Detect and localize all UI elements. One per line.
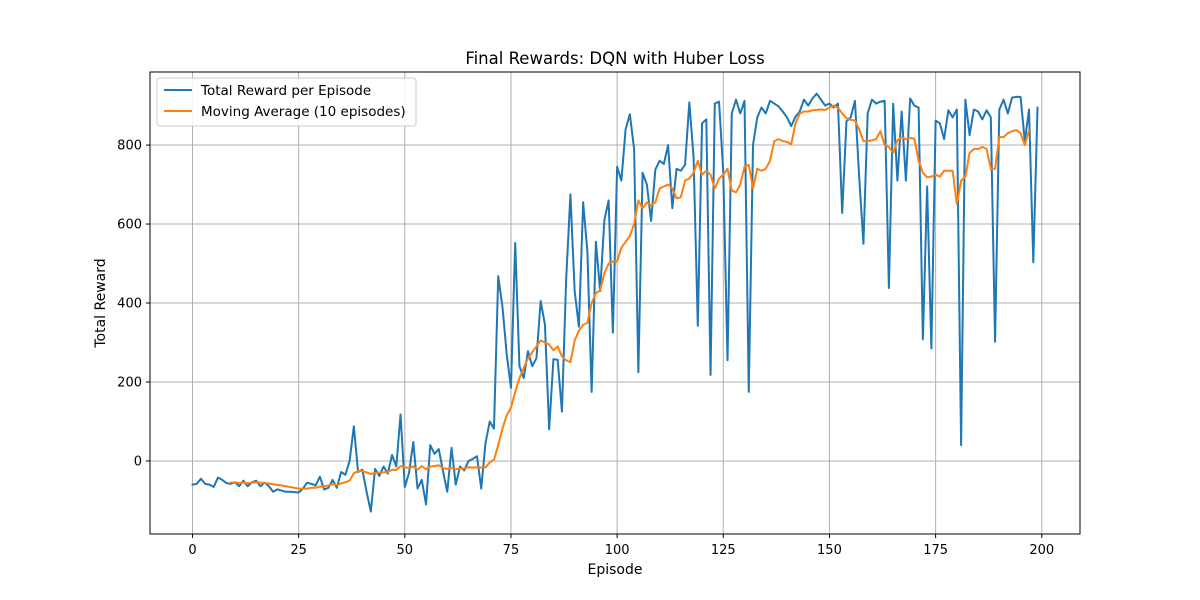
gridlines <box>150 72 1080 534</box>
x-tick-label: 100 <box>605 543 630 558</box>
chart-title: Final Rewards: DQN with Huber Loss <box>465 49 764 68</box>
series-line-moving-average <box>229 104 1031 490</box>
x-tick-label: 0 <box>188 543 196 558</box>
x-tick-label: 150 <box>817 543 842 558</box>
x-tick-label: 200 <box>1029 543 1054 558</box>
y-tick-label: 0 <box>134 454 142 469</box>
x-axis-title: Episode <box>588 562 643 578</box>
x-tick-label: 125 <box>711 543 736 558</box>
x-tick-label: 50 <box>397 543 414 558</box>
y-tick-label: 200 <box>117 375 142 390</box>
legend: Total Reward per Episode Moving Average … <box>156 77 417 127</box>
legend-label-moving-average: Moving Average (10 episodes) <box>201 104 406 120</box>
series-line-total-reward <box>191 92 1039 513</box>
legend-label-total-reward: Total Reward per Episode <box>200 83 371 99</box>
y-axis-title: Total Reward <box>93 258 109 348</box>
legend-box <box>156 77 417 127</box>
y-tick-label: 600 <box>117 218 142 233</box>
axis-ticks: 0 25 50 75 100 125 150 175 200 0 200 400 600 800 <box>117 139 1054 558</box>
x-tick-label: 175 <box>923 543 948 558</box>
series-lines <box>191 92 1039 513</box>
y-tick-label: 800 <box>117 139 142 154</box>
x-tick-label: 75 <box>503 543 520 558</box>
y-tick-label: 400 <box>117 297 142 312</box>
x-tick-label: 25 <box>290 543 307 558</box>
